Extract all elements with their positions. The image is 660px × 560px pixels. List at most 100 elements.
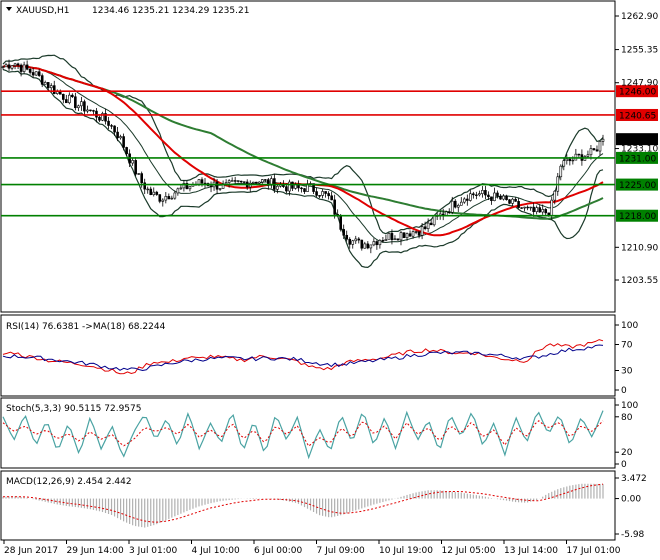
level-tag bbox=[616, 85, 658, 98]
bollinger-lower-band bbox=[2, 68, 604, 269]
candle-body bbox=[303, 188, 306, 192]
candle-body bbox=[285, 186, 288, 192]
candle-body bbox=[131, 160, 134, 164]
candle-body bbox=[125, 147, 128, 155]
candle-body bbox=[384, 239, 388, 241]
candle-body bbox=[408, 233, 412, 237]
candle-body bbox=[104, 113, 107, 122]
candle-body bbox=[571, 159, 575, 162]
osc-tick-label: 0 bbox=[621, 386, 627, 396]
osc-tick-label: 100 bbox=[621, 321, 638, 331]
level-tag bbox=[616, 209, 658, 222]
price-tick-label: 1262.90 bbox=[621, 12, 658, 22]
current-price-label: 1235.21 bbox=[619, 136, 656, 146]
level-tag-label: 1225.00 bbox=[619, 181, 656, 191]
candle-body bbox=[312, 183, 315, 192]
candle-body bbox=[472, 193, 475, 196]
candle-body bbox=[363, 243, 367, 249]
candle-body bbox=[565, 158, 569, 161]
symbol-dropdown-icon[interactable] bbox=[6, 7, 12, 11]
candle-body bbox=[520, 207, 523, 209]
price-tick-label: 1255.35 bbox=[621, 46, 658, 56]
candle-body bbox=[396, 238, 400, 241]
candle-body bbox=[242, 181, 246, 183]
candle-body bbox=[357, 238, 361, 241]
candle-body bbox=[218, 188, 222, 190]
candle-body bbox=[203, 182, 207, 185]
candle-body bbox=[28, 68, 32, 73]
candle-body bbox=[390, 233, 394, 241]
candle-body bbox=[517, 201, 520, 208]
candle-body bbox=[140, 173, 143, 184]
candle-body bbox=[260, 179, 264, 183]
candle-body bbox=[381, 240, 385, 242]
candle-body bbox=[405, 233, 409, 239]
candle-body bbox=[469, 193, 472, 201]
candle-body bbox=[393, 238, 397, 241]
candle-body bbox=[426, 222, 430, 229]
candle-body bbox=[89, 109, 92, 112]
candle-body bbox=[505, 195, 508, 201]
candle-body bbox=[224, 182, 228, 185]
candle-body bbox=[420, 226, 424, 236]
candle-body bbox=[200, 179, 204, 184]
candle-body bbox=[49, 85, 53, 89]
candle-body bbox=[411, 231, 415, 237]
candle-body bbox=[221, 183, 225, 189]
candle-body bbox=[13, 63, 17, 66]
candle-body bbox=[10, 65, 14, 69]
osc-tick-label: 80 bbox=[621, 413, 633, 423]
candle-body bbox=[110, 125, 113, 127]
macd-signal-line bbox=[3, 483, 604, 523]
candle-body bbox=[116, 131, 119, 139]
candle-body bbox=[251, 181, 255, 184]
time-tick-label: 28 Jun 2017 bbox=[4, 546, 58, 556]
osc-tick-label: 70 bbox=[621, 341, 633, 351]
candle-body bbox=[354, 238, 358, 242]
candle-body bbox=[499, 195, 502, 200]
candle-body bbox=[432, 215, 436, 226]
candle-body bbox=[257, 181, 261, 184]
time-tick-label: 4 Jul 10:00 bbox=[192, 546, 241, 556]
level-tag bbox=[616, 108, 658, 121]
candle-body bbox=[493, 192, 496, 201]
candle-body bbox=[209, 185, 213, 188]
candle-body bbox=[592, 148, 596, 151]
candle-body bbox=[254, 181, 258, 184]
candle-body bbox=[589, 148, 593, 156]
rsi-panel bbox=[0, 314, 616, 397]
candle-body bbox=[423, 226, 427, 229]
level-tag-label: 1240.65 bbox=[619, 111, 656, 121]
candle-body bbox=[327, 193, 330, 197]
candle-body bbox=[197, 179, 201, 185]
level-tag-label: 1231.00 bbox=[619, 154, 656, 164]
candle-body bbox=[315, 191, 318, 196]
candle-body bbox=[484, 190, 487, 196]
candle-body bbox=[523, 206, 526, 209]
candle-body bbox=[34, 71, 38, 76]
candle-body bbox=[170, 197, 174, 200]
candle-body bbox=[236, 180, 240, 182]
candle-body bbox=[4, 64, 8, 68]
candle-body bbox=[502, 195, 505, 200]
stoch-main-line bbox=[2, 410, 604, 460]
candle-body bbox=[182, 183, 186, 189]
candle-body bbox=[83, 101, 86, 112]
time-tick-label: 13 Jul 14:00 bbox=[504, 546, 558, 556]
price-tick-label: 1210.90 bbox=[621, 243, 658, 253]
candle-body bbox=[179, 187, 183, 190]
candle-body bbox=[450, 200, 454, 213]
candle-body bbox=[447, 211, 451, 213]
time-tick-label: 3 Jul 01:00 bbox=[129, 546, 178, 556]
candle-body bbox=[176, 188, 180, 194]
candle-body bbox=[369, 244, 373, 249]
candle-body bbox=[185, 183, 189, 190]
candle-body bbox=[339, 215, 342, 230]
candle-body bbox=[577, 153, 581, 156]
candle-body bbox=[478, 193, 481, 196]
candle-body bbox=[80, 101, 83, 107]
macd-tick-label: 0.00 bbox=[621, 495, 641, 505]
rsi-title: RSI(14) 76.6381 ->MA(18) 68.2244 bbox=[6, 322, 166, 332]
candle-body bbox=[25, 64, 29, 70]
